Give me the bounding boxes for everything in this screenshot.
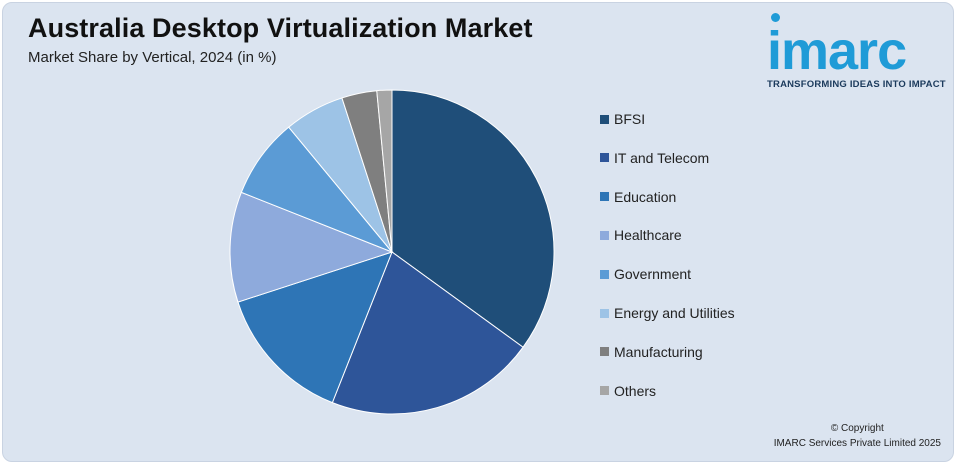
legend-label: BFSI [614, 111, 646, 127]
legend-label: Others [614, 382, 657, 399]
legend-swatch [600, 192, 609, 202]
legend-swatch [600, 308, 609, 318]
copyright-line-2: IMARC Services Private Limited 2025 [773, 438, 941, 449]
pie-slice-it-and-telecom [331, 251, 524, 415]
logo-dot-icon [771, 13, 780, 22]
legend-label: Manufacturing [614, 343, 703, 360]
legend-item: BFSI [600, 111, 645, 127]
chart-title: Australia Desktop Virtualization Market [28, 13, 533, 43]
legend-swatch [600, 230, 609, 240]
logo-wordmark: imarc [767, 21, 907, 81]
copyright-notice: © Copyright IMARC Services Private Limit… [774, 421, 941, 451]
legend-item: Education [600, 189, 676, 205]
legend-item: Energy and Utilities [600, 305, 735, 321]
pie-chart [229, 89, 555, 415]
legend-item: Government [600, 266, 691, 282]
legend-label: Education [614, 188, 677, 205]
legend-label: Government [614, 266, 692, 283]
legend-label: IT and Telecom [614, 149, 710, 166]
copyright-line-1: © Copyright [830, 423, 884, 434]
chart-subtitle: Market Share by Vertical, 2024 (in %) [28, 49, 277, 66]
pie-slice-bfsi [391, 89, 555, 348]
legend-label: Healthcare [614, 227, 682, 244]
legend-item: Others [600, 383, 656, 399]
legend-swatch [600, 386, 609, 396]
imarc-logo: imarc TRANSFORMING IDEAS INTO IMPACT [763, 11, 949, 93]
legend-label: Energy and Utilities [614, 305, 735, 321]
legend-swatch [600, 153, 609, 163]
legend-item: Manufacturing [600, 344, 703, 360]
legend-swatch [600, 347, 609, 357]
legend-swatch [600, 269, 609, 279]
pie-slice-healthcare [229, 191, 394, 303]
legend-item: IT and Telecom [600, 150, 709, 166]
logo-tagline: TRANSFORMING IDEAS INTO IMPACT [767, 79, 946, 90]
legend-item: Healthcare [600, 227, 682, 243]
pie-slice-others [376, 89, 393, 253]
legend-swatch [600, 114, 609, 124]
